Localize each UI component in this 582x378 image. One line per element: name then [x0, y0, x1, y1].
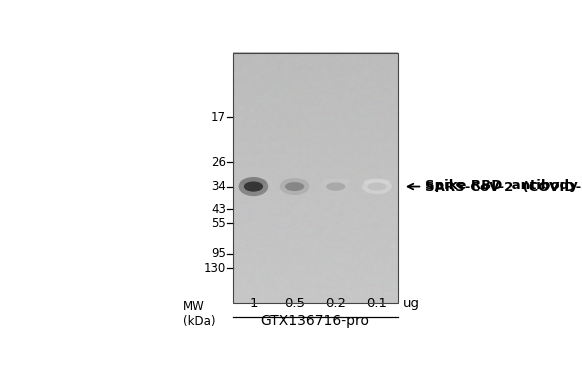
Text: Spike RBD  antibody [HL257]: Spike RBD antibody [HL257] — [425, 179, 582, 192]
Ellipse shape — [285, 182, 304, 191]
Text: GTX136716-pro: GTX136716-pro — [261, 314, 370, 328]
Ellipse shape — [240, 178, 267, 186]
Text: 0.1: 0.1 — [367, 297, 388, 310]
Text: SARS-CoV-2  (COVID-19): SARS-CoV-2 (COVID-19) — [425, 181, 582, 194]
Text: 0.5: 0.5 — [284, 297, 305, 310]
Text: 17: 17 — [211, 111, 226, 124]
Ellipse shape — [321, 179, 350, 195]
Ellipse shape — [362, 179, 392, 194]
Ellipse shape — [364, 179, 391, 185]
Text: 95: 95 — [211, 247, 226, 260]
Ellipse shape — [322, 178, 349, 186]
Ellipse shape — [280, 178, 310, 195]
Ellipse shape — [326, 182, 345, 191]
Text: MW
(kDa): MW (kDa) — [183, 300, 216, 328]
Bar — [233, 53, 398, 303]
Text: 26: 26 — [211, 156, 226, 169]
Text: 130: 130 — [204, 262, 226, 275]
Text: 0.2: 0.2 — [325, 297, 346, 310]
Text: 55: 55 — [211, 217, 226, 230]
Ellipse shape — [367, 183, 386, 191]
Text: 43: 43 — [211, 203, 226, 216]
Ellipse shape — [281, 178, 308, 186]
Text: 34: 34 — [211, 180, 226, 193]
Text: 1: 1 — [249, 297, 258, 310]
Ellipse shape — [244, 181, 263, 192]
Text: ug: ug — [403, 297, 420, 310]
Ellipse shape — [239, 177, 268, 196]
